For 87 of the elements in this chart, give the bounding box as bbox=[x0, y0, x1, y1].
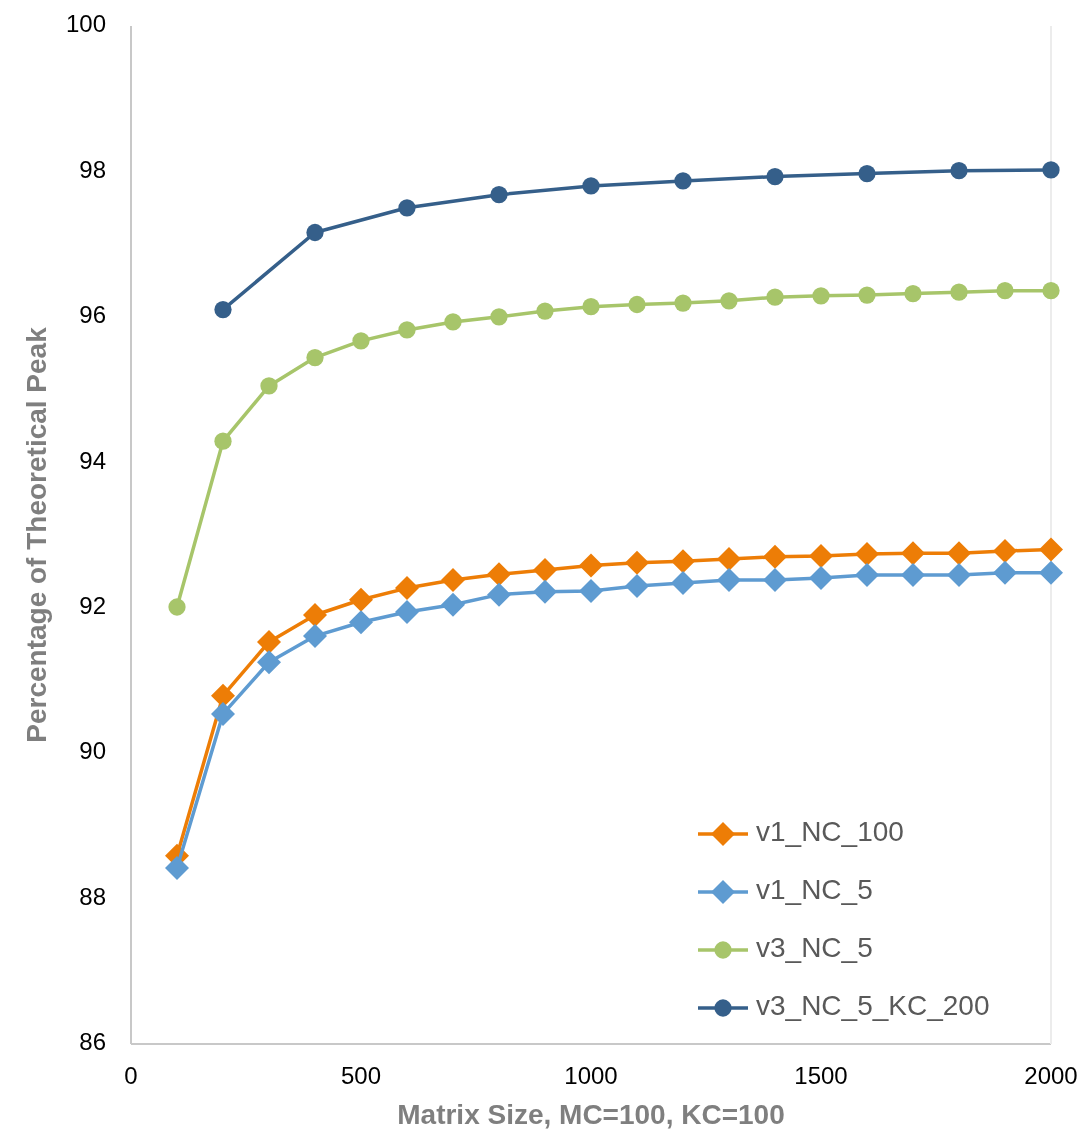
point bbox=[349, 587, 373, 612]
point bbox=[533, 579, 557, 604]
point bbox=[306, 348, 324, 367]
point bbox=[579, 578, 603, 603]
point bbox=[395, 600, 419, 625]
point bbox=[487, 582, 511, 607]
point bbox=[628, 295, 646, 314]
point bbox=[1042, 282, 1060, 300]
x-tick-label: 1000 bbox=[564, 1062, 618, 1089]
point bbox=[809, 565, 833, 590]
point bbox=[766, 167, 784, 186]
legend-label: v3_NC_5 bbox=[756, 932, 873, 964]
point bbox=[950, 162, 968, 180]
x-tick-label: 1500 bbox=[794, 1062, 848, 1089]
point bbox=[582, 177, 600, 195]
point bbox=[809, 544, 833, 569]
y-axis-title: Percentage of Theoretical Peak bbox=[21, 326, 52, 743]
legend-label: v1_NC_100 bbox=[756, 816, 904, 848]
point bbox=[165, 856, 189, 881]
point bbox=[720, 292, 738, 310]
point bbox=[168, 598, 186, 616]
point bbox=[441, 592, 465, 617]
point bbox=[211, 701, 235, 726]
point bbox=[487, 562, 511, 587]
point bbox=[395, 576, 419, 601]
point bbox=[947, 541, 971, 566]
point bbox=[855, 562, 879, 587]
point bbox=[533, 557, 557, 582]
point bbox=[582, 298, 600, 316]
point bbox=[993, 560, 1017, 585]
point bbox=[858, 164, 876, 183]
point bbox=[996, 282, 1014, 300]
point bbox=[766, 288, 784, 306]
point bbox=[717, 547, 741, 571]
point bbox=[625, 573, 649, 598]
point bbox=[444, 313, 462, 331]
point bbox=[625, 550, 649, 575]
point bbox=[763, 544, 787, 569]
point bbox=[441, 568, 465, 593]
point bbox=[214, 300, 232, 319]
point bbox=[303, 602, 327, 627]
point bbox=[858, 286, 876, 304]
point bbox=[260, 377, 278, 395]
x-tick-label: 0 bbox=[124, 1062, 138, 1089]
x-tick-label: 500 bbox=[340, 1062, 382, 1089]
point bbox=[993, 539, 1017, 563]
point bbox=[257, 629, 281, 654]
point bbox=[947, 562, 971, 587]
y-tick-label: 88 bbox=[79, 882, 106, 910]
y-tick-label: 90 bbox=[79, 737, 106, 765]
point bbox=[763, 568, 787, 593]
x-axis-title: Matrix Size, MC=100, KC=100 bbox=[397, 1099, 785, 1130]
point bbox=[490, 186, 508, 204]
point bbox=[901, 541, 925, 566]
point bbox=[490, 308, 508, 326]
point bbox=[671, 570, 695, 595]
point bbox=[855, 541, 879, 566]
point bbox=[950, 283, 968, 301]
y-tick-label: 92 bbox=[79, 592, 106, 620]
point bbox=[904, 284, 922, 303]
point bbox=[674, 172, 692, 190]
x-tick-label: 2000 bbox=[1024, 1062, 1078, 1089]
point bbox=[717, 568, 741, 593]
y-tick-label: 100 bbox=[65, 10, 106, 38]
legend-label: v1_NC_5 bbox=[756, 874, 873, 906]
point bbox=[257, 650, 281, 675]
point bbox=[214, 432, 232, 450]
y-tick-label: 86 bbox=[79, 1028, 106, 1056]
point bbox=[352, 332, 370, 350]
point bbox=[1039, 537, 1063, 562]
point bbox=[812, 287, 830, 305]
point bbox=[901, 562, 925, 587]
legend-label: v3_NC_5_KC_200 bbox=[756, 990, 990, 1022]
point bbox=[1039, 560, 1063, 585]
y-tick-label: 96 bbox=[79, 301, 106, 329]
y-tick-label: 98 bbox=[79, 155, 106, 183]
point bbox=[579, 553, 603, 578]
point bbox=[1042, 161, 1060, 179]
point bbox=[349, 610, 373, 635]
point bbox=[671, 549, 695, 574]
y-tick-label: 94 bbox=[79, 446, 106, 474]
point bbox=[306, 223, 324, 242]
point bbox=[398, 321, 416, 339]
point bbox=[674, 294, 692, 312]
point bbox=[303, 624, 327, 649]
point bbox=[536, 302, 554, 320]
point bbox=[398, 199, 416, 217]
